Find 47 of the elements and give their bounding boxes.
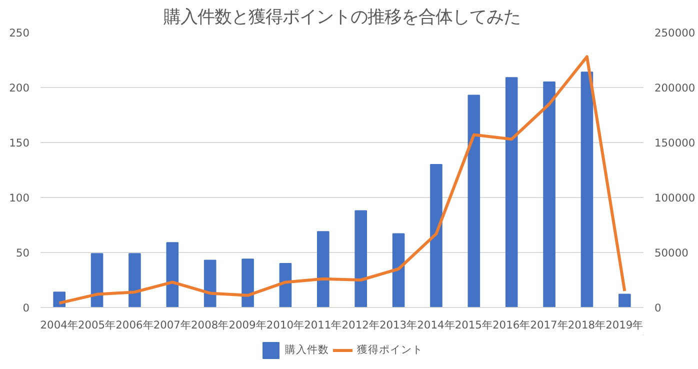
y2-tick-label: 100000 — [654, 192, 696, 204]
bar — [204, 260, 216, 308]
bar — [430, 164, 442, 308]
y-tick-label: 150 — [9, 136, 30, 150]
x-tick-label: 2013年 — [379, 318, 418, 332]
bar — [128, 253, 141, 308]
x-tick-label: 2016年 — [492, 318, 531, 332]
y2-tick-label: 150000 — [654, 136, 696, 150]
y2-tick-label: 200000 — [654, 82, 696, 94]
x-tick-label: 2018年 — [568, 318, 606, 332]
bar — [543, 82, 556, 308]
legend-label: 獲得ポイント — [357, 343, 423, 357]
y-tick-label: 0 — [22, 302, 30, 314]
bar — [317, 231, 330, 308]
y-tick-label: 50 — [16, 246, 30, 260]
bar — [580, 72, 594, 308]
x-tick-label: 2011年 — [304, 318, 342, 332]
y2-tick-label: 50000 — [654, 246, 689, 260]
x-tick-label: 2019年 — [606, 318, 644, 332]
x-tick-label: 2008年 — [191, 318, 230, 332]
y2-tick-label: 250000 — [654, 26, 696, 40]
bar — [392, 233, 405, 308]
bar — [468, 94, 480, 308]
bar — [90, 253, 104, 308]
x-tick-label: 2012年 — [342, 318, 380, 332]
bar — [242, 258, 254, 308]
chart-title: 購入件数と獲得ポイントの推移を合体してみた — [164, 8, 520, 28]
bar — [618, 294, 631, 308]
x-tick-label: 2017年 — [530, 318, 568, 332]
y-tick-label: 250 — [9, 26, 30, 40]
x-tick-label: 2010年 — [266, 318, 305, 332]
x-tick-label: 2014年 — [417, 318, 456, 332]
bar — [354, 210, 367, 308]
y-tick-label: 200 — [9, 82, 30, 94]
y2-tick-label: 0 — [654, 302, 662, 314]
line-series — [58, 55, 626, 305]
legend-label: 購入件数 — [285, 343, 329, 357]
y-tick-label: 100 — [9, 192, 30, 204]
bar — [279, 263, 292, 308]
bar — [505, 77, 518, 308]
x-tick-label: 2009年 — [228, 318, 267, 332]
x-tick-label: 2004年 — [40, 318, 78, 332]
x-tick-label: 2005年 — [78, 318, 116, 332]
bar — [166, 242, 179, 308]
x-tick-label: 2007年 — [153, 318, 192, 332]
x-tick-label: 2015年 — [454, 318, 493, 332]
x-tick-label: 2006年 — [116, 318, 154, 332]
